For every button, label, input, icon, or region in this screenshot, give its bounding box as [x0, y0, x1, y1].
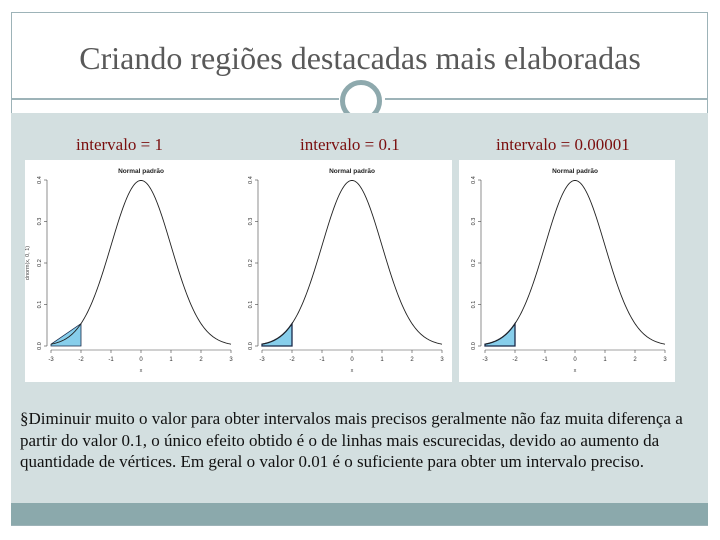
y-tick-label: 0.4: [471, 176, 477, 184]
x-tick-label: -3: [48, 357, 54, 363]
normal-curve-chart-1: Normal padrão -3 -2 -1 0 1 2 3 0.0 0.1 0.2 0.3 0.4 x d…: [25, 168, 233, 374]
shaded-region: [261, 321, 293, 347]
y-tick-label: 0.4: [37, 176, 43, 184]
normal-curve-chart-3: Normal padrão -3 -2 -1 0 1 2 3 0.0 0.1 0.2 0.3 0.4 x: [471, 168, 667, 374]
normal-curve-chart-2: Normal padrão -3 -2 -1 0 1 2 3 0.0 0.1 0.2 0.3 0.4 x: [248, 168, 444, 374]
x-tick-label: 0: [139, 357, 143, 363]
y-tick-label: 0.0: [248, 342, 254, 350]
x-tick-label: 1: [380, 357, 384, 363]
panel-caption-1: intervalo = 1: [76, 135, 164, 154]
x-tick-label: -2: [289, 357, 295, 363]
plot-panel-2: Normal padrão -3 -2 -1 0 1 2 3 0.0 0.1 0.2 0.3 0.4 x: [236, 160, 452, 382]
x-tick-label: -1: [542, 357, 548, 363]
chart-title: Normal padrão: [552, 168, 598, 175]
title-divider-left: [11, 98, 339, 100]
y-tick-label: 0.1: [248, 301, 254, 309]
y-tick-label: 0.0: [471, 342, 477, 350]
x-tick-label: 2: [633, 357, 637, 363]
y-axis-label: dnorm(x, 0, 1): [25, 246, 31, 280]
density-curve: [50, 179, 232, 345]
y-tick-label: 0.3: [248, 218, 254, 226]
x-tick-label: 1: [169, 357, 173, 363]
x-tick-label: 2: [199, 357, 203, 363]
x-tick-label: 3: [663, 357, 667, 363]
x-tick-label: 3: [440, 357, 444, 363]
x-tick-label: 0: [573, 357, 577, 363]
footer-bar: [11, 503, 708, 525]
x-tick-label: 2: [410, 357, 414, 363]
x-tick-label: 1: [603, 357, 607, 363]
x-tick-label: 3: [229, 357, 233, 363]
title-divider-right: [385, 98, 708, 100]
x-tick-label: -2: [78, 357, 84, 363]
y-tick-label: 0.1: [471, 301, 477, 309]
y-tick-label: 0.3: [471, 218, 477, 226]
y-tick-label: 0.1: [37, 301, 43, 309]
x-axis-label: x: [351, 368, 354, 374]
x-axis-label: x: [574, 368, 577, 374]
x-axis-label: x: [140, 368, 143, 374]
density-curve: [261, 179, 443, 345]
shaded-region: [484, 321, 516, 347]
y-tick-label: 0.2: [471, 259, 477, 267]
plot-panel-1: Normal padrão -3 -2 -1 0 1 2 3 0.0 0.1 0.2 0.3 0.4 x d…: [25, 160, 241, 382]
x-tick-label: -3: [482, 357, 488, 363]
x-tick-label: -1: [108, 357, 114, 363]
panel-caption-2: intervalo = 0.1: [300, 135, 400, 154]
x-tick-label: -3: [259, 357, 265, 363]
body-paragraph: §Diminuir muito o valor para obter inter…: [20, 409, 683, 471]
panel-caption-3: intervalo = 0.00001: [496, 135, 630, 154]
x-tick-label: -1: [319, 357, 325, 363]
shaded-region: [50, 322, 82, 347]
plot-panel-3: Normal padrão -3 -2 -1 0 1 2 3 0.0 0.1 0.2 0.3 0.4 x: [459, 160, 675, 382]
x-tick-label: 0: [350, 357, 354, 363]
chart-title: Normal padrão: [118, 168, 164, 175]
y-tick-label: 0.0: [37, 342, 43, 350]
slide-title: Criando regiões destacadas mais elaborad…: [79, 40, 641, 76]
density-curve: [484, 179, 666, 345]
y-tick-label: 0.3: [37, 218, 43, 226]
y-tick-label: 0.2: [37, 259, 43, 267]
y-tick-label: 0.4: [248, 176, 254, 184]
chart-title: Normal padrão: [329, 168, 375, 175]
x-tick-label: -2: [512, 357, 518, 363]
y-tick-label: 0.2: [248, 259, 254, 267]
